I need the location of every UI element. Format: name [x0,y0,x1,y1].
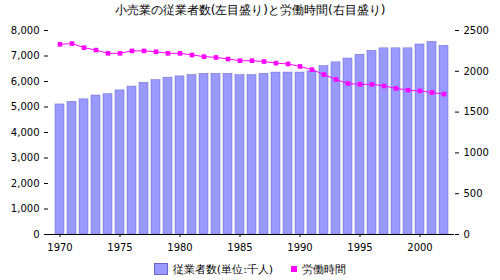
svg-text:1000: 1000 [464,147,489,158]
svg-text:6,000: 6,000 [11,76,40,87]
svg-text:1,000: 1,000 [11,203,40,214]
svg-text:2000: 2000 [407,242,432,253]
svg-text:8,000: 8,000 [11,25,40,36]
svg-text:4,000: 4,000 [11,127,40,138]
svg-text:1970: 1970 [47,242,72,253]
svg-text:2,000: 2,000 [11,178,40,189]
html-text:従業者数(単位:千人): 従業者数(単位:千人) [172,262,274,276]
svg-text:1500: 1500 [464,106,489,117]
svg-text:2500: 2500 [464,25,489,36]
svg-text:1975: 1975 [107,242,132,253]
svg-text:1980: 1980 [167,242,192,253]
svg-text:1990: 1990 [287,242,312,253]
svg-text:5,000: 5,000 [11,101,40,112]
html-text:労働時間: 労働時間 [302,262,347,276]
svg-text:7,000: 7,000 [11,50,40,61]
svg-text:0: 0 [33,229,39,240]
svg-text:3,000: 3,000 [11,152,40,163]
svg-text:1995: 1995 [347,242,372,253]
svg-text:0: 0 [464,229,470,240]
svg-text:1985: 1985 [227,242,252,253]
html-text:小売業の従業者数(左目盛り)と労働時間(右目盛り): 小売業の従業者数(左目盛り)と労働時間(右目盛り) [114,3,386,17]
svg-text:2000: 2000 [464,66,489,77]
svg-text:500: 500 [464,188,483,199]
